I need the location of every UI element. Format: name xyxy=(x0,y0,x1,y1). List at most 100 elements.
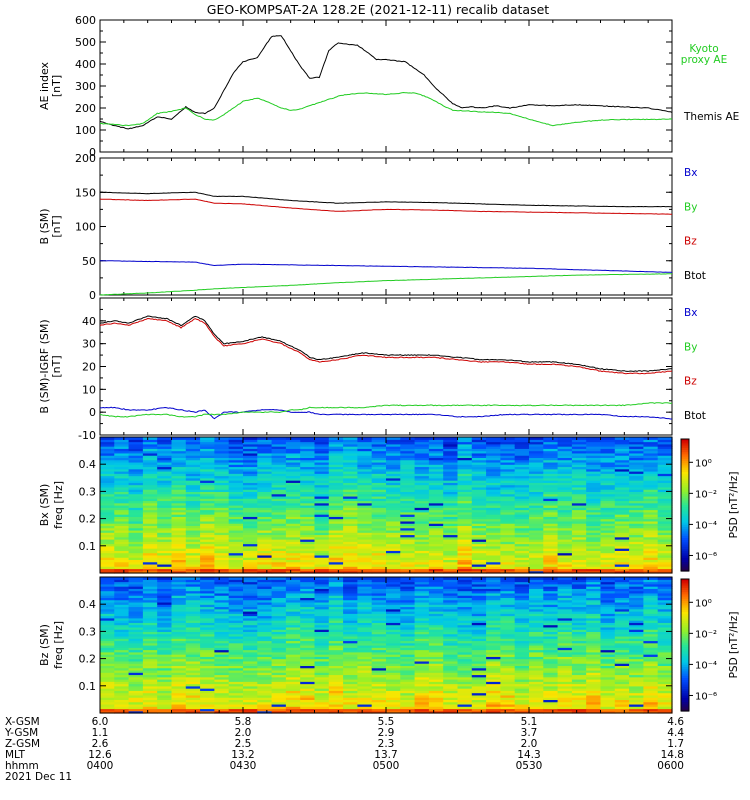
spectrogram-cell xyxy=(486,588,501,592)
spectrogram-cell xyxy=(128,475,144,479)
spectrogram-cell xyxy=(285,672,301,676)
spectrogram-cell xyxy=(100,552,115,556)
spectrogram-cell xyxy=(214,437,230,440)
spectrogram-cell xyxy=(486,464,501,468)
spectrogram-cell xyxy=(243,443,258,447)
spectrogram-cell xyxy=(142,654,158,657)
spectrogram-cell xyxy=(428,631,444,635)
spectrogram-cell xyxy=(586,615,602,619)
spectrogram-cell xyxy=(357,507,373,511)
spectrogram-cell xyxy=(357,660,373,664)
spectrogram-cell xyxy=(243,523,258,526)
spectrogram-cell xyxy=(500,518,516,522)
spectrogram-cell xyxy=(285,699,301,703)
spectrogram-cell xyxy=(543,701,559,705)
spectrogram-cell xyxy=(443,595,459,598)
spectrogram-cell xyxy=(557,500,573,504)
spectrogram-cell xyxy=(414,622,430,626)
spectrogram-cell xyxy=(185,667,201,671)
spectrogram-cell xyxy=(343,635,358,639)
spectrogram-cell xyxy=(142,683,158,687)
spectrogram-cell xyxy=(100,595,115,598)
spectrogram-cell xyxy=(328,477,344,481)
spectrogram-cell xyxy=(100,706,115,710)
spectrogram-cell xyxy=(200,656,215,660)
spectrogram-cell xyxy=(343,665,358,669)
spectrogram-cell xyxy=(128,690,144,694)
spectrogram-cell xyxy=(586,606,602,610)
spectrogram-cell xyxy=(328,640,344,644)
spectrogram-cell xyxy=(343,534,358,538)
spectrogram-cell xyxy=(486,516,501,520)
spectrogram-cell xyxy=(471,601,487,605)
spectrogram-cell xyxy=(142,656,158,660)
spectrogram-cell xyxy=(514,543,530,547)
spectrogram-cell xyxy=(357,475,373,479)
spectrogram-cell xyxy=(271,509,287,513)
spectrogram-cell xyxy=(328,563,344,567)
spectrogram-cell xyxy=(629,529,644,533)
spectrogram-cell xyxy=(486,622,501,626)
spectrogram-cell xyxy=(343,611,358,614)
spectrogram-cell xyxy=(285,645,301,648)
spectrogram-cell xyxy=(400,475,416,479)
spectrogram-cell xyxy=(557,545,573,549)
y-tick-label: 40 xyxy=(82,315,96,328)
spectrogram-cell xyxy=(371,692,387,696)
spectrogram-cell xyxy=(257,669,273,673)
spectrogram-cell xyxy=(657,484,673,488)
spectrogram-cell xyxy=(114,523,130,526)
spectrogram-cell xyxy=(228,552,244,556)
spectrogram-cell xyxy=(586,525,602,529)
spectrogram-cell xyxy=(271,649,287,653)
spectrogram-cell xyxy=(257,459,273,463)
spectrogram-cell xyxy=(614,459,630,463)
spectrogram-cell xyxy=(185,651,201,655)
spectrogram-cell xyxy=(185,649,201,653)
spectrogram-cell xyxy=(371,523,387,526)
spectrogram-cell xyxy=(257,450,273,454)
spectrogram-cell xyxy=(414,509,430,513)
spectrogram-cell xyxy=(285,635,301,639)
spectrogram-cell xyxy=(657,570,673,574)
spectrogram-cell xyxy=(228,543,244,547)
spectrogram-cell xyxy=(614,482,630,486)
spectrogram-cell xyxy=(514,586,530,589)
spectrogram-cell xyxy=(486,480,501,483)
spectrogram-cell xyxy=(228,679,244,682)
spectrogram-cell xyxy=(300,539,316,542)
spectrogram-cell xyxy=(571,552,587,556)
spectrogram-cell xyxy=(457,523,473,526)
spectrogram-cell xyxy=(371,660,387,664)
spectrogram-cell xyxy=(500,638,516,642)
spectrogram-cell xyxy=(343,683,358,687)
spectrogram-cell xyxy=(486,626,501,630)
spectrogram-cell xyxy=(428,532,444,536)
spectrogram-cell xyxy=(228,489,244,492)
spectrogram-cell xyxy=(386,663,401,666)
spectrogram-cell xyxy=(571,441,587,445)
spectrogram-cell xyxy=(471,557,487,560)
spectrogram-cell xyxy=(629,473,644,477)
spectrogram-cell xyxy=(600,525,616,529)
spectrogram-cell xyxy=(586,480,602,483)
spectrogram-cell xyxy=(314,694,330,698)
spectrogram-cell xyxy=(514,570,530,574)
spectrogram-cell xyxy=(400,690,416,694)
spectrogram-cell xyxy=(285,586,301,589)
spectrogram-cell xyxy=(400,471,416,474)
spectrogram-cell xyxy=(386,645,401,648)
spectrogram-cell xyxy=(457,473,473,477)
spectrogram-cell xyxy=(314,500,330,504)
spectrogram-cell xyxy=(100,674,115,678)
spectrogram-cell xyxy=(400,597,416,601)
spectrogram-cell xyxy=(114,457,130,461)
spectrogram-cell xyxy=(500,581,516,585)
spectrogram-cell xyxy=(228,527,244,531)
spectrogram-cell xyxy=(171,525,187,529)
spectrogram-cell xyxy=(371,688,387,691)
spectrogram-cell xyxy=(586,611,602,614)
panel-frame xyxy=(99,19,673,153)
spectrogram-cell xyxy=(257,667,273,671)
